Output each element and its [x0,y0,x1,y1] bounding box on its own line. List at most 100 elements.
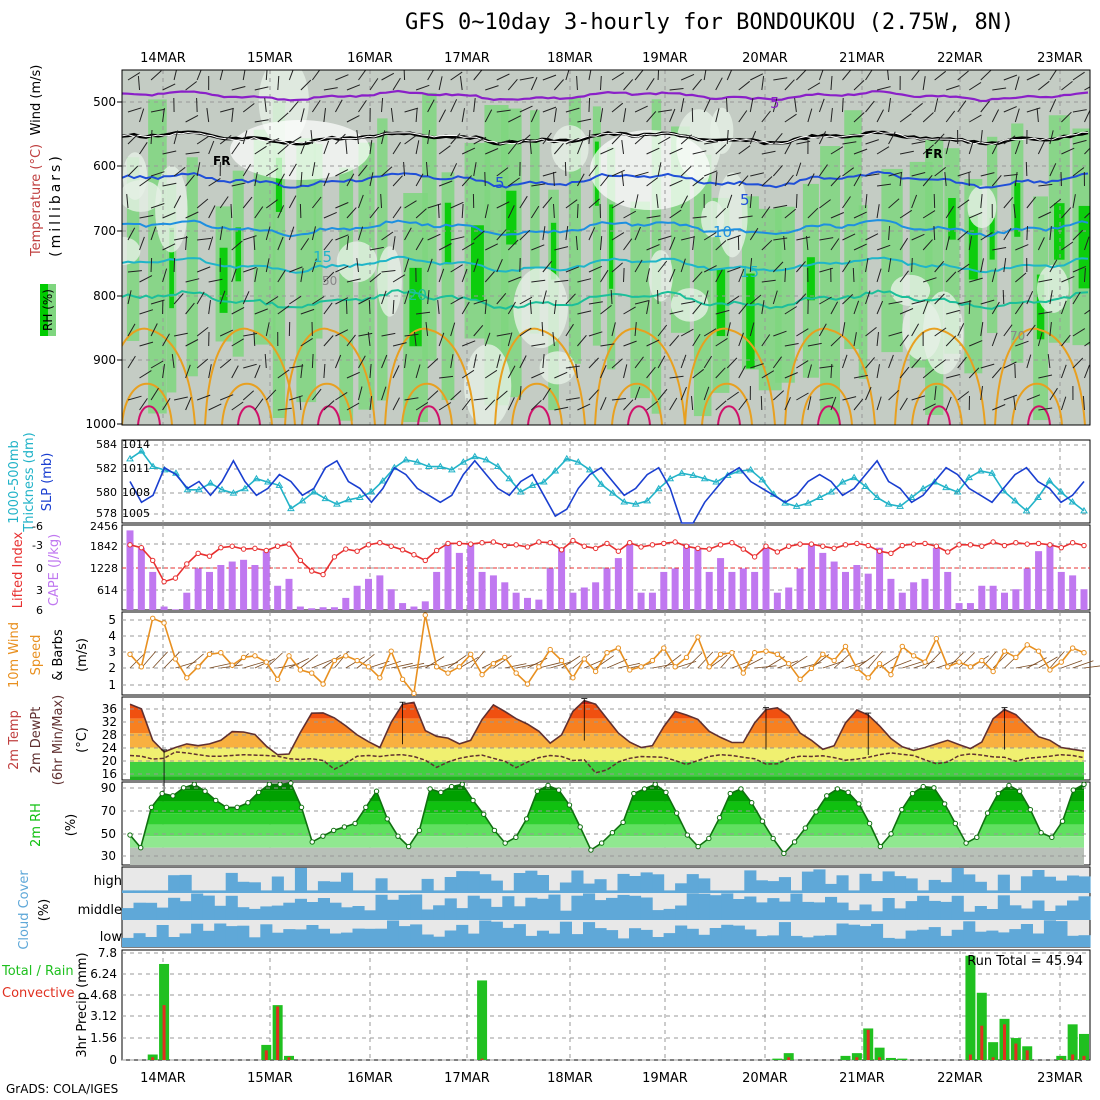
li-series-point [910,541,917,547]
cloud-cell [894,938,907,947]
cloud-cell [559,882,572,893]
wind-speed-series-point [933,635,940,642]
wind-barb [657,324,668,337]
rh-core [716,268,726,337]
thickness-series-point [919,484,927,492]
wind-barb [300,308,315,315]
cloud-cell [848,890,861,893]
precip-convective-bar [1059,1058,1063,1060]
li-series-point [570,537,576,544]
pressure-tick-label: 600 [93,159,116,173]
rh2m-series-point [641,786,648,792]
wind-speed-series-point [150,615,156,621]
cloud-cell [467,895,480,920]
wind-barb [381,97,384,113]
rh2m-series-point [277,781,283,788]
cloud-cell [617,894,630,920]
rh-dry-patch [716,172,748,258]
wind-speed-series-point [899,643,905,650]
wind-barb [922,368,935,379]
wind-barb [946,374,960,379]
wind-barb [127,72,141,81]
wind-barb [150,387,159,401]
cloud-cell [698,934,711,947]
wind-barb-10m [311,659,333,669]
cape-bar [489,575,497,610]
wind-barb [162,364,165,379]
wind-barb [715,269,723,283]
wind-barb [220,107,234,113]
cloud-cell [848,910,861,920]
wind-barb [634,356,644,369]
wind-barb [496,390,508,401]
cloud-cell [133,933,146,947]
wind-barb-10m [652,663,675,669]
contour-label: 50 [322,274,337,288]
cloud-cell [352,906,365,920]
cloud-cell [1020,876,1033,893]
date-label-top: 15MAR [247,51,293,66]
wind-barb [403,70,406,81]
rh-core [506,190,517,245]
wind-barb [323,335,334,347]
wind-barb [208,403,222,411]
wind-barb [911,233,925,241]
cape-bar [1057,571,1065,610]
wind-barb [623,79,634,91]
wind-barb [749,227,759,241]
li-series-point [740,546,746,552]
thickness-series-point [310,488,318,495]
contour-label: 70 [1010,329,1025,343]
wind-barb [634,300,649,305]
wind-barb [289,295,302,305]
wind-barb [968,236,972,251]
rh2m-series-point [170,793,176,799]
cloud-cell [317,898,330,920]
wind-barb [519,195,528,209]
wind-barb [137,75,141,91]
rh2m-series-point [416,827,423,834]
wind-barb [461,242,475,251]
cloud-cell [732,899,745,920]
cloud-cell [191,893,204,920]
wind-barb [450,296,464,305]
cape-bar [887,578,895,610]
wind-barb [772,356,783,369]
wind-speed-series-point [331,657,338,664]
wind-barb [553,300,557,315]
wind-barb [980,386,983,401]
li-series-point [604,540,610,547]
wind-barb [358,297,372,305]
wind-barb [392,397,400,411]
wind-barb [577,310,592,315]
li-series-point [547,540,553,546]
cloud-cell [629,876,642,893]
cloud-cell [571,870,584,893]
thickness-series-point [896,502,904,509]
rh2m-series-point [995,790,1001,797]
wind-barb [669,397,678,411]
wind-barb [242,291,250,305]
li-series-point [263,547,269,554]
wind-barb [807,82,821,91]
rh2m-series-point [202,788,208,794]
cloud-cell [294,867,307,893]
wind-barb [819,397,834,401]
cloud-cell [398,926,411,947]
cloud-cell [502,890,515,893]
cape-bar [240,559,248,610]
minmax-ylabel: (6hr Min/Max) [51,695,66,785]
cloud-cell [364,910,377,920]
li-series-point [751,554,758,560]
cape-tick: 1842 [90,540,118,553]
cloud-cell [271,876,284,893]
precip-convective-bar [866,1029,870,1060]
wind-barb [888,225,891,241]
cloud-cell [606,930,619,947]
wind-barb [127,355,136,369]
wind-barb [185,339,199,347]
wind-barb [277,305,290,315]
rh2m-series-point [213,797,219,804]
wind-barb [381,130,386,145]
wind-barb [139,370,152,379]
